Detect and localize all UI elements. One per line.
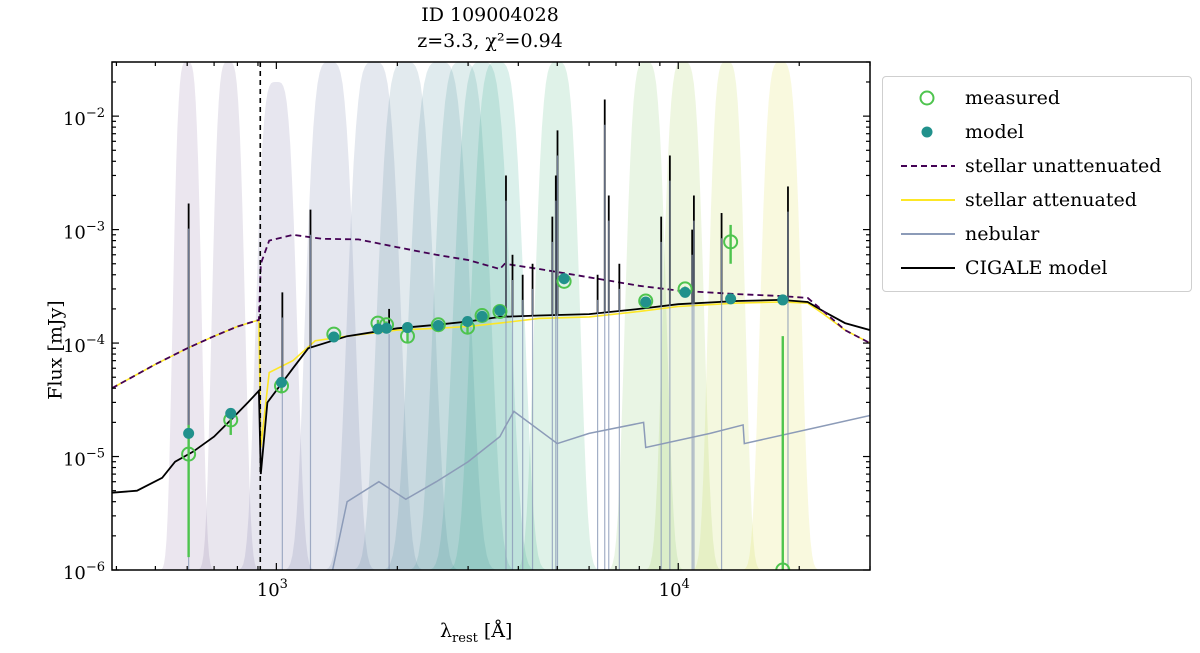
filter-curve-14 (679, 62, 774, 570)
filled-circle-marker-icon (921, 126, 933, 138)
model-point-2 (225, 407, 237, 419)
model-point-9 (462, 315, 474, 327)
measured-point-10 (474, 307, 490, 323)
model-point-6 (381, 322, 393, 334)
legend-label: stellar unattenuated (965, 155, 1162, 177)
axis-ticks: 103 104 10−6 10−5 10−4 10−3 10−2 (63, 61, 871, 601)
model-point-14 (679, 286, 691, 298)
model-point-16 (777, 294, 789, 306)
legend-item-measured: measured (883, 83, 1191, 113)
legend-item-stellar-unattenuated: stellar unattenuated (883, 151, 1191, 181)
tick-label: 10−2 (63, 106, 105, 130)
measured-point-16 (775, 562, 791, 570)
tick-label: 10−4 (63, 333, 105, 357)
measured-point-15 (723, 234, 739, 250)
line-icon (901, 199, 955, 201)
model-point-3 (276, 376, 288, 388)
photometry-points (181, 224, 791, 570)
cigale-model-line (112, 298, 870, 494)
legend-label: CIGALE model (965, 257, 1108, 279)
legend: measured model stellar unattenuated stel… (882, 76, 1192, 292)
model-point-5 (372, 323, 384, 335)
filter-curve-4 (267, 62, 393, 570)
tick-label: 10−3 (63, 220, 105, 244)
plot-frame (111, 61, 871, 571)
stellar-unattenuated-line (112, 233, 870, 389)
filter-curve-6 (332, 62, 479, 570)
filter-curve-13 (631, 62, 736, 570)
measured-point-1 (181, 446, 197, 462)
model-point-10 (476, 310, 488, 322)
filter-transmission-curves (150, 62, 834, 570)
legend-item-cigale-model: CIGALE model (883, 253, 1191, 283)
model-point-12 (558, 273, 570, 285)
chart-title: ID 109004028 (421, 4, 559, 26)
legend-label: measured (965, 87, 1061, 109)
tick-label: 104 (659, 577, 690, 601)
model-point-7 (402, 322, 414, 334)
chart-subtitle: z=3.3, χ²=0.94 (417, 30, 563, 52)
filter-curve-1 (150, 62, 224, 570)
filter-curve-8 (389, 62, 536, 570)
measured-point-11 (492, 303, 508, 319)
model-point-11 (494, 305, 506, 317)
model-point-4 (328, 331, 340, 343)
filter-curve-5 (306, 62, 442, 570)
filter-curve-7 (361, 62, 519, 570)
model-point-15 (725, 293, 737, 305)
filter-curve-10 (429, 62, 566, 570)
filter-curve-15 (728, 62, 834, 570)
legend-item-nebular: nebular (883, 219, 1191, 249)
nebular-line (331, 410, 870, 570)
model-point-13 (640, 296, 652, 308)
measured-point-8 (430, 317, 446, 333)
tick-label: 10−6 (63, 560, 105, 584)
x-axis-label: λrest [Å] (440, 620, 513, 646)
legend-label: nebular (965, 223, 1040, 245)
line-icon (901, 267, 955, 269)
legend-item-stellar-attenuated: stellar attenuated (883, 185, 1191, 215)
open-circle-marker-icon (919, 90, 935, 106)
filter-curve-3 (224, 82, 329, 570)
legend-label: stellar attenuated (965, 189, 1137, 211)
model-point-8 (432, 319, 444, 331)
dashed-line-icon (901, 165, 955, 167)
sed-lines (112, 99, 870, 570)
tick-label: 10−5 (63, 447, 105, 471)
legend-item-model: model (883, 117, 1191, 147)
y-axis-label: Flux [mJy] (44, 300, 67, 400)
filter-curve-12 (593, 62, 698, 570)
legend-label: model (965, 121, 1024, 143)
tick-label: 103 (257, 577, 288, 601)
filter-curve-2 (186, 62, 271, 570)
model-point-1 (183, 427, 195, 439)
line-icon (901, 233, 955, 235)
